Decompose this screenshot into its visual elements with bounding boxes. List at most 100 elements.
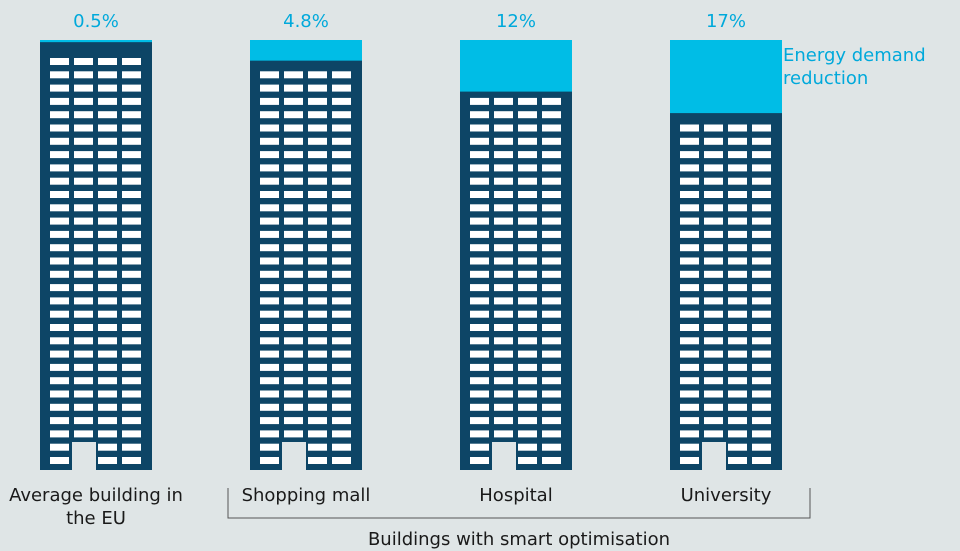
window	[542, 430, 561, 437]
window	[308, 191, 327, 198]
window	[494, 351, 513, 358]
window	[752, 324, 771, 331]
window	[332, 364, 351, 371]
window	[542, 351, 561, 358]
window	[704, 178, 723, 185]
window	[332, 151, 351, 158]
window	[50, 191, 69, 198]
window	[50, 444, 69, 451]
window	[74, 364, 93, 371]
window	[98, 351, 117, 358]
window	[260, 430, 279, 437]
window	[122, 85, 141, 92]
window	[680, 430, 699, 437]
window	[752, 311, 771, 318]
building-door	[72, 442, 96, 470]
window	[470, 284, 489, 291]
window	[680, 444, 699, 451]
window	[50, 218, 69, 225]
window	[542, 297, 561, 304]
window	[98, 391, 117, 398]
window	[284, 138, 303, 145]
window	[704, 417, 723, 424]
window	[122, 430, 141, 437]
window	[470, 204, 489, 211]
window	[98, 271, 117, 278]
window	[470, 297, 489, 304]
window	[542, 404, 561, 411]
window	[470, 164, 489, 171]
window	[308, 85, 327, 92]
window	[260, 404, 279, 411]
window	[332, 244, 351, 251]
window	[98, 111, 117, 118]
window	[284, 164, 303, 171]
window	[284, 377, 303, 384]
window	[728, 191, 747, 198]
infographic: Energy demand reduction Buildings with s…	[0, 0, 960, 551]
window	[98, 138, 117, 145]
window	[518, 218, 537, 225]
window	[752, 138, 771, 145]
window	[122, 457, 141, 464]
window	[260, 85, 279, 92]
window	[518, 444, 537, 451]
window	[122, 151, 141, 158]
window	[74, 71, 93, 78]
window	[122, 271, 141, 278]
window	[542, 284, 561, 291]
window	[332, 271, 351, 278]
window	[704, 430, 723, 437]
window	[74, 178, 93, 185]
window	[494, 231, 513, 238]
window	[470, 138, 489, 145]
window	[260, 391, 279, 398]
window	[308, 377, 327, 384]
window	[308, 391, 327, 398]
window	[680, 271, 699, 278]
window	[752, 457, 771, 464]
window	[122, 337, 141, 344]
window	[728, 151, 747, 158]
window	[470, 151, 489, 158]
window	[50, 231, 69, 238]
window	[74, 391, 93, 398]
window	[260, 71, 279, 78]
window	[680, 218, 699, 225]
window	[542, 377, 561, 384]
window	[332, 204, 351, 211]
window	[98, 430, 117, 437]
window	[470, 311, 489, 318]
window	[728, 391, 747, 398]
window	[728, 351, 747, 358]
window	[332, 138, 351, 145]
window	[260, 377, 279, 384]
window	[752, 191, 771, 198]
window	[260, 444, 279, 451]
window	[704, 164, 723, 171]
window	[50, 164, 69, 171]
window	[74, 351, 93, 358]
window	[308, 258, 327, 265]
window	[260, 244, 279, 251]
window	[284, 244, 303, 251]
window	[122, 204, 141, 211]
window	[494, 391, 513, 398]
window	[542, 125, 561, 132]
window	[98, 164, 117, 171]
window	[308, 244, 327, 251]
window	[260, 364, 279, 371]
window	[332, 178, 351, 185]
window	[284, 204, 303, 211]
window	[728, 258, 747, 265]
window	[98, 244, 117, 251]
window	[542, 244, 561, 251]
window	[332, 85, 351, 92]
window	[308, 111, 327, 118]
window	[704, 404, 723, 411]
window	[704, 151, 723, 158]
window	[518, 138, 537, 145]
window	[74, 191, 93, 198]
window	[470, 391, 489, 398]
window	[308, 430, 327, 437]
